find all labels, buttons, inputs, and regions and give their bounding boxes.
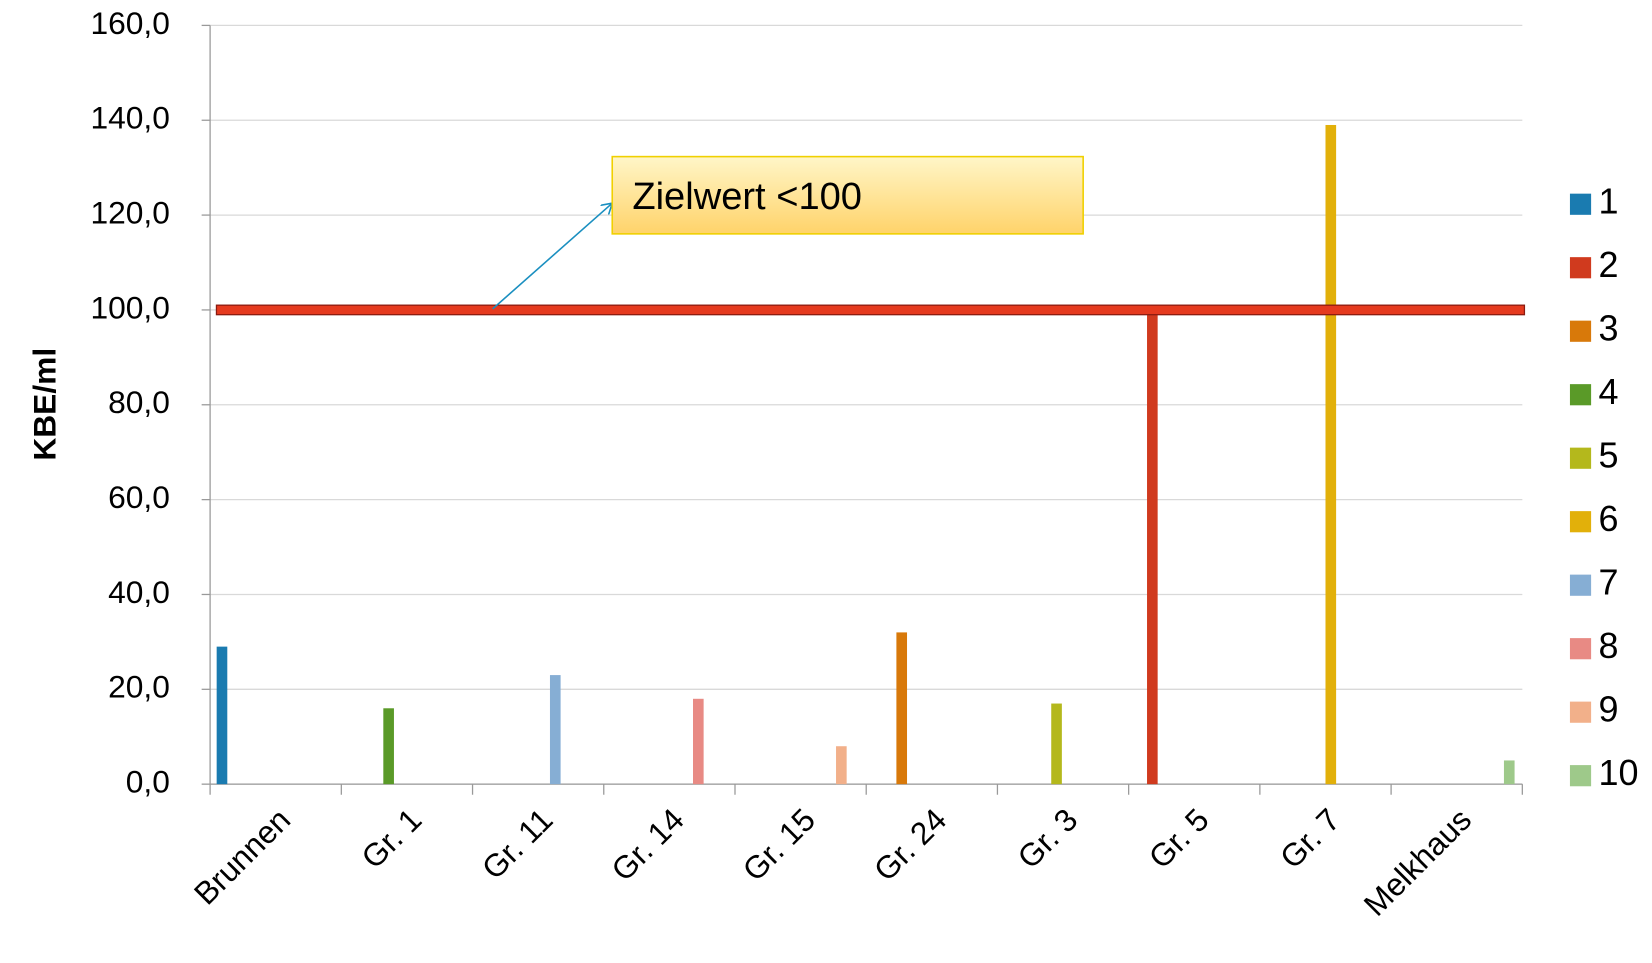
legend-swatch bbox=[1569, 701, 1592, 723]
annotation-text: Zielwert <100 bbox=[632, 176, 862, 218]
bar bbox=[1051, 703, 1062, 785]
legend-label: 10 bbox=[1599, 752, 1639, 793]
legend-swatch bbox=[1569, 511, 1592, 533]
bar bbox=[383, 708, 394, 785]
bar bbox=[836, 746, 847, 785]
x-tick-label: Brunnen bbox=[187, 801, 297, 911]
legend-swatch bbox=[1569, 193, 1592, 215]
legend-swatch bbox=[1569, 384, 1592, 406]
threshold-line bbox=[215, 304, 1526, 316]
y-tick-label: 80,0 bbox=[108, 384, 170, 420]
legend-label: 8 bbox=[1599, 625, 1619, 666]
y-tick-label: 160,0 bbox=[90, 5, 169, 41]
x-tick-label: Gr. 3 bbox=[1010, 801, 1084, 875]
legend-label: 2 bbox=[1599, 244, 1619, 285]
legend-label: 1 bbox=[1599, 181, 1619, 222]
y-tick-label: 60,0 bbox=[108, 479, 170, 515]
y-axis-label: KBE/ml bbox=[27, 348, 63, 461]
x-tick-label: Melkhaus bbox=[1357, 801, 1479, 923]
y-tick-label: 40,0 bbox=[108, 574, 170, 610]
bar bbox=[1325, 124, 1337, 785]
legend-label: 9 bbox=[1599, 689, 1619, 730]
x-tick-label: Gr. 7 bbox=[1273, 801, 1347, 875]
y-tick-label: 140,0 bbox=[90, 100, 169, 136]
legend-label: 5 bbox=[1599, 435, 1619, 476]
bar bbox=[1503, 760, 1515, 785]
x-tick-label: Gr. 1 bbox=[354, 801, 428, 875]
legend-label: 4 bbox=[1599, 371, 1619, 412]
annotation-box bbox=[611, 155, 1084, 235]
bar bbox=[896, 632, 908, 785]
legend-label: 3 bbox=[1599, 308, 1619, 349]
legend-swatch bbox=[1569, 257, 1592, 279]
bar bbox=[216, 646, 228, 785]
x-tick-label: Gr. 14 bbox=[604, 801, 691, 888]
y-tick-label: 120,0 bbox=[90, 194, 169, 230]
legend-swatch bbox=[1569, 765, 1592, 787]
bar bbox=[1147, 314, 1158, 785]
annotation-arrow bbox=[492, 203, 613, 310]
y-tick-label: 20,0 bbox=[108, 669, 170, 705]
legend-swatch bbox=[1569, 574, 1592, 596]
x-tick-label: Gr. 24 bbox=[867, 801, 954, 888]
bar bbox=[549, 675, 561, 785]
legend-label: 7 bbox=[1599, 562, 1619, 603]
legend-swatch bbox=[1569, 320, 1592, 342]
legend-swatch bbox=[1569, 638, 1592, 660]
legend-swatch bbox=[1569, 447, 1592, 469]
x-tick-label: Gr. 11 bbox=[475, 801, 560, 886]
x-tick-label: Gr. 5 bbox=[1142, 801, 1216, 875]
y-tick-label: 0,0 bbox=[126, 764, 170, 800]
x-tick-label: Gr. 15 bbox=[735, 801, 822, 888]
bar bbox=[693, 698, 704, 785]
legend-label: 6 bbox=[1599, 498, 1619, 539]
y-tick-label: 100,0 bbox=[90, 289, 169, 325]
